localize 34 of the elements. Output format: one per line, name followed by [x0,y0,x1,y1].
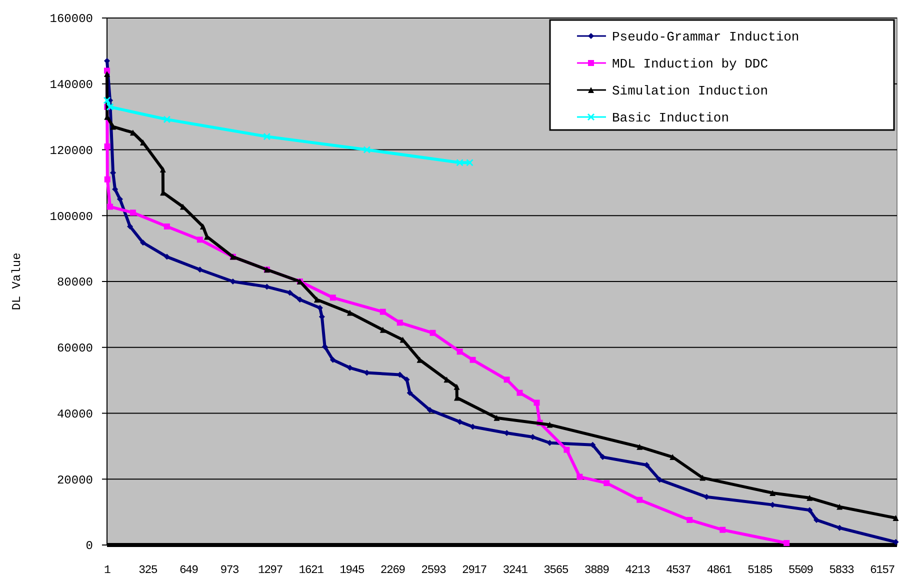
x-tick-label: 1945 [340,564,365,577]
x-tick-label: 1297 [258,564,282,577]
x-tick-label: 3565 [544,564,569,577]
x-tick-label: 5185 [748,564,773,577]
y-tick-label: 100000 [50,210,93,224]
x-tick-label: 2917 [462,564,486,577]
x-tick-label: 3241 [502,564,528,577]
x-tick-label: 1621 [298,564,324,577]
y-tick-label: 0 [86,539,93,554]
y-tick-label: 80000 [56,276,93,290]
y-tick-label: 160000 [50,12,93,26]
legend-label: Simulation Induction [612,84,768,99]
legend-label: Basic Induction [612,110,730,126]
x-tick-label: 649 [179,564,199,577]
x-tick-label: 4537 [666,564,690,577]
legend-label: Pseudo-Grammar Induction [612,30,800,45]
x-tick-label: 5833 [829,564,854,577]
x-tick-label: 2593 [421,564,446,577]
legend-label: MDL Induction by DDC [612,56,768,72]
y-tick-label: 40000 [56,407,93,422]
y-tick-label: 140000 [50,78,93,92]
x-tick-label: 6157 [870,564,894,577]
x-tick-label: 325 [138,564,158,577]
x-tick-label: 4861 [706,564,732,577]
x-tick-label: 973 [220,564,240,577]
x-tick-label: 5509 [788,564,814,577]
x-tick-label: 3889 [584,564,610,577]
y-tick-label: 20000 [56,473,93,488]
y-tick-label: 60000 [56,342,93,356]
y-tick-label: 120000 [50,144,93,158]
x-tick-label: 2269 [380,564,406,577]
y-axis-title: DL Value [10,252,24,310]
x-tick-label: 1 [104,564,111,577]
x-tick-label: 4213 [625,564,650,577]
